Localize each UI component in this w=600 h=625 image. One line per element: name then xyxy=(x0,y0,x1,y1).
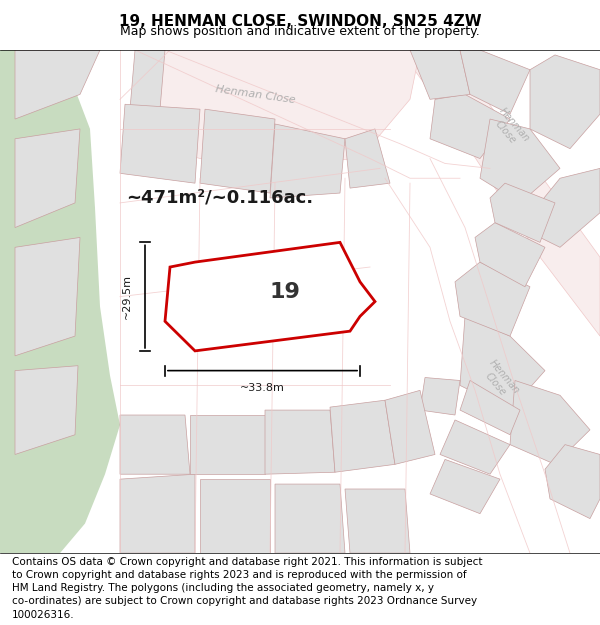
Text: Henman
Close: Henman Close xyxy=(488,106,532,152)
Text: ~471m²/~0.116ac.: ~471m²/~0.116ac. xyxy=(127,189,314,207)
Polygon shape xyxy=(120,474,195,553)
Polygon shape xyxy=(270,124,345,198)
Polygon shape xyxy=(15,50,100,119)
Polygon shape xyxy=(420,378,460,415)
Polygon shape xyxy=(545,444,600,519)
Polygon shape xyxy=(345,489,410,553)
Polygon shape xyxy=(430,459,500,514)
Polygon shape xyxy=(455,262,530,336)
Polygon shape xyxy=(15,129,80,228)
Polygon shape xyxy=(440,420,510,474)
Polygon shape xyxy=(460,50,530,114)
Polygon shape xyxy=(490,183,555,243)
Text: 19, HENMAN CLOSE, SWINDON, SN25 4ZW: 19, HENMAN CLOSE, SWINDON, SN25 4ZW xyxy=(119,14,481,29)
Text: ~29.5m: ~29.5m xyxy=(122,274,132,319)
Polygon shape xyxy=(200,479,270,553)
Text: Map shows position and indicative extent of the property.: Map shows position and indicative extent… xyxy=(120,24,480,38)
Polygon shape xyxy=(200,109,275,193)
Text: Contains OS data © Crown copyright and database right 2021. This information is : Contains OS data © Crown copyright and d… xyxy=(12,557,482,619)
Polygon shape xyxy=(120,104,200,183)
Polygon shape xyxy=(400,50,600,336)
Polygon shape xyxy=(410,50,470,99)
Polygon shape xyxy=(275,484,345,553)
Polygon shape xyxy=(460,316,545,410)
Text: Henman Close: Henman Close xyxy=(214,84,296,105)
Polygon shape xyxy=(0,50,120,553)
Polygon shape xyxy=(430,94,510,159)
Polygon shape xyxy=(520,168,600,248)
Polygon shape xyxy=(265,410,335,474)
Polygon shape xyxy=(530,55,600,149)
Polygon shape xyxy=(140,50,420,164)
Polygon shape xyxy=(15,366,78,454)
Text: Henman
Close: Henman Close xyxy=(479,357,521,403)
Polygon shape xyxy=(130,50,165,109)
Polygon shape xyxy=(165,242,375,351)
Text: ~33.8m: ~33.8m xyxy=(240,383,285,393)
Polygon shape xyxy=(510,381,590,464)
Polygon shape xyxy=(460,381,520,435)
Polygon shape xyxy=(330,400,395,472)
Polygon shape xyxy=(15,238,80,356)
Polygon shape xyxy=(120,415,190,474)
Polygon shape xyxy=(190,415,265,474)
Text: 19: 19 xyxy=(269,282,301,302)
Polygon shape xyxy=(345,129,390,188)
Polygon shape xyxy=(475,222,545,287)
Polygon shape xyxy=(480,119,560,203)
Polygon shape xyxy=(385,391,435,464)
